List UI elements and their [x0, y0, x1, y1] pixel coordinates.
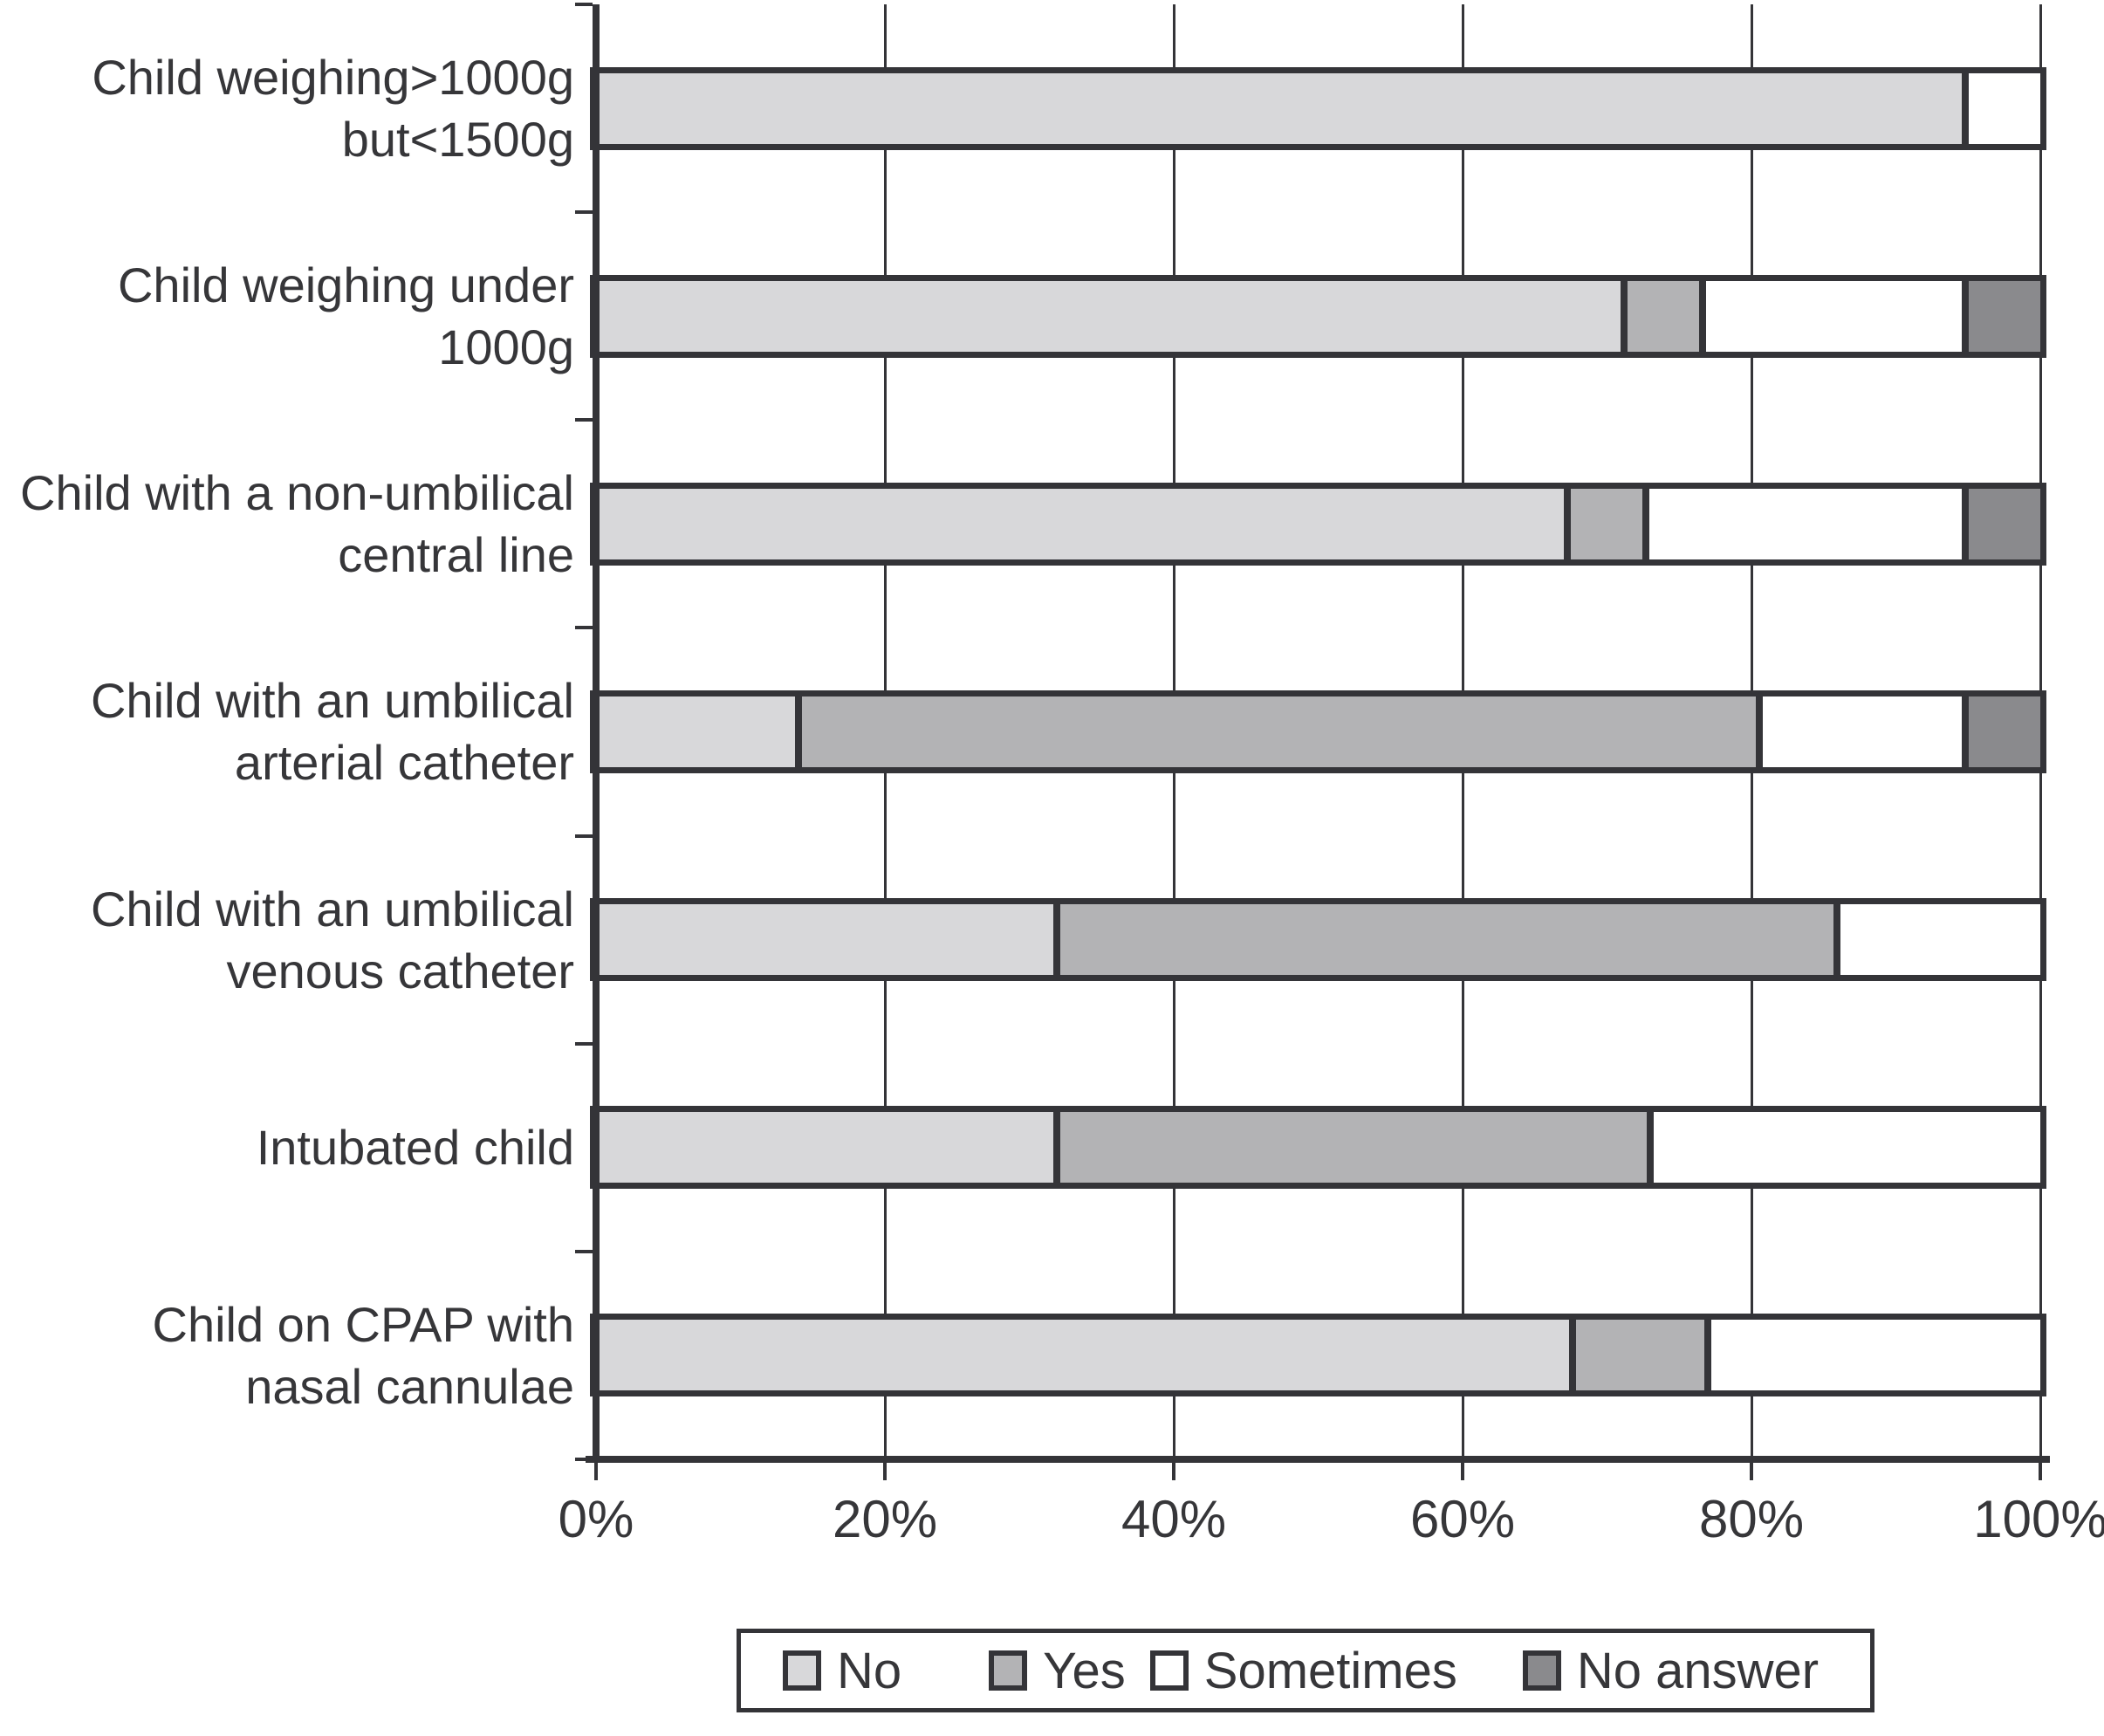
bar-segment-sometimes: [1704, 1320, 2040, 1391]
category-label-line: Child weighing>1000g: [92, 50, 574, 106]
legend-label: Sometimes: [1203, 1642, 1457, 1699]
y-axis-tick: [575, 1457, 593, 1461]
category-label: Child weighing>1000g but<1500g: [0, 46, 574, 170]
category-label-line: Child with an umbilical: [90, 673, 574, 729]
bar-segment-yes: [795, 696, 1757, 767]
category-label-line: Child on CPAP with: [152, 1296, 575, 1352]
bar-segment-no-answer: [1962, 488, 2040, 559]
bar-row: [590, 690, 2046, 773]
category-label-line: but<1500g: [341, 112, 574, 168]
x-axis-line: [586, 1456, 2050, 1463]
x-axis-tick-100: [2039, 1461, 2042, 1480]
bar-segment-sometimes: [1641, 488, 1963, 559]
bar-segment-no: [596, 488, 1565, 559]
bar-row: [590, 898, 2046, 982]
x-tick-label-20: 20%: [832, 1490, 938, 1548]
x-tick-label-80: 80%: [1698, 1490, 1805, 1548]
x-tick-label-100: 100%: [1973, 1490, 2104, 1548]
x-tick-label-40: 40%: [1121, 1490, 1227, 1548]
category-label: Child with an umbilical venous catheter: [0, 878, 574, 1002]
legend-swatch-no-answer: [1522, 1650, 1561, 1691]
legend-label: No: [837, 1642, 902, 1699]
bar-segment-yes: [1053, 904, 1833, 976]
bar-segment-no: [596, 280, 1621, 352]
bar-segment-yes: [1053, 1112, 1648, 1184]
bar-row: [590, 66, 2046, 150]
bar-segment-sometimes: [1833, 904, 2040, 976]
y-axis-tick: [575, 418, 593, 422]
y-axis-tick: [575, 210, 593, 215]
y-axis-tick: [575, 3, 593, 6]
category-label-line: arterial catheter: [234, 735, 574, 791]
category-label-line: venous catheter: [226, 943, 574, 998]
category-label: Child on CPAP with nasal cannulae: [0, 1293, 575, 1417]
bar-row: [590, 1314, 2046, 1397]
legend-item-sometimes: Sometimes: [1149, 1642, 1457, 1700]
y-axis-tick: [575, 834, 593, 838]
legend-swatch-yes: [989, 1650, 1028, 1691]
bar-segment-no: [596, 904, 1054, 976]
bar-segment-no-answer: [1962, 280, 2040, 352]
bar-row: [590, 274, 2046, 358]
legend-label: No answer: [1576, 1642, 1820, 1699]
bar-segment-sometimes: [1756, 696, 1963, 767]
x-axis-tick-80: [1750, 1461, 1753, 1480]
category-label-line: Intubated child: [256, 1120, 574, 1176]
bar-segment-no: [596, 696, 796, 767]
legend-item-yes: Yes: [989, 1642, 1126, 1700]
bar-segment-no: [596, 1320, 1569, 1391]
category-label-line: Child weighing under: [117, 257, 574, 313]
bar-segment-no-answer: [1962, 696, 2040, 767]
x-tick-label-0: 0%: [558, 1490, 634, 1548]
category-label-line: central line: [338, 527, 574, 583]
legend-item-no-answer: No answer: [1522, 1642, 1820, 1700]
y-axis-tick: [575, 1041, 593, 1046]
bar-segment-sometimes: [1647, 1112, 2040, 1184]
bar-row: [590, 1106, 2046, 1190]
bar-segment-no: [596, 1112, 1054, 1184]
legend-swatch-no: [783, 1650, 821, 1691]
category-label: Intubated child: [0, 1116, 574, 1178]
x-axis-tick-40: [1172, 1461, 1175, 1480]
bar-segment-sometimes: [1698, 280, 1963, 352]
y-axis-line: [593, 4, 600, 1463]
plot-area: [590, 4, 2046, 1459]
bar-segment-yes: [1621, 280, 1699, 352]
bar-row: [590, 482, 2046, 566]
category-label-line: Child with an umbilical: [90, 881, 574, 937]
y-axis-tick: [575, 626, 593, 630]
legend-swatch-sometimes: [1149, 1650, 1189, 1691]
legend-box: No Yes Sometimes No answer: [737, 1629, 1874, 1712]
category-label: Child with an umbilical arterial catheter: [0, 669, 574, 793]
x-axis-tick-20: [883, 1461, 887, 1480]
bar-segment-yes: [1564, 488, 1642, 559]
bar-segment-no: [596, 72, 1962, 144]
x-tick-label-60: 60%: [1409, 1490, 1516, 1548]
bar-segment-sometimes: [1961, 72, 2040, 144]
category-label: Child with a non-umbilical central line: [0, 462, 574, 586]
category-label: Child weighing under 1000g: [0, 254, 574, 378]
x-axis-tick-60: [1461, 1461, 1464, 1480]
legend-label: Yes: [1043, 1642, 1126, 1699]
category-label-line: nasal cannulae: [245, 1358, 574, 1414]
y-axis-tick: [575, 1249, 593, 1253]
category-label-line: 1000g: [438, 319, 574, 375]
x-axis-tick-0: [594, 1461, 598, 1480]
bar-segment-yes: [1568, 1320, 1705, 1391]
legend-item-no: No: [783, 1642, 901, 1700]
category-label-line: Child with a non-umbilical: [20, 465, 574, 521]
